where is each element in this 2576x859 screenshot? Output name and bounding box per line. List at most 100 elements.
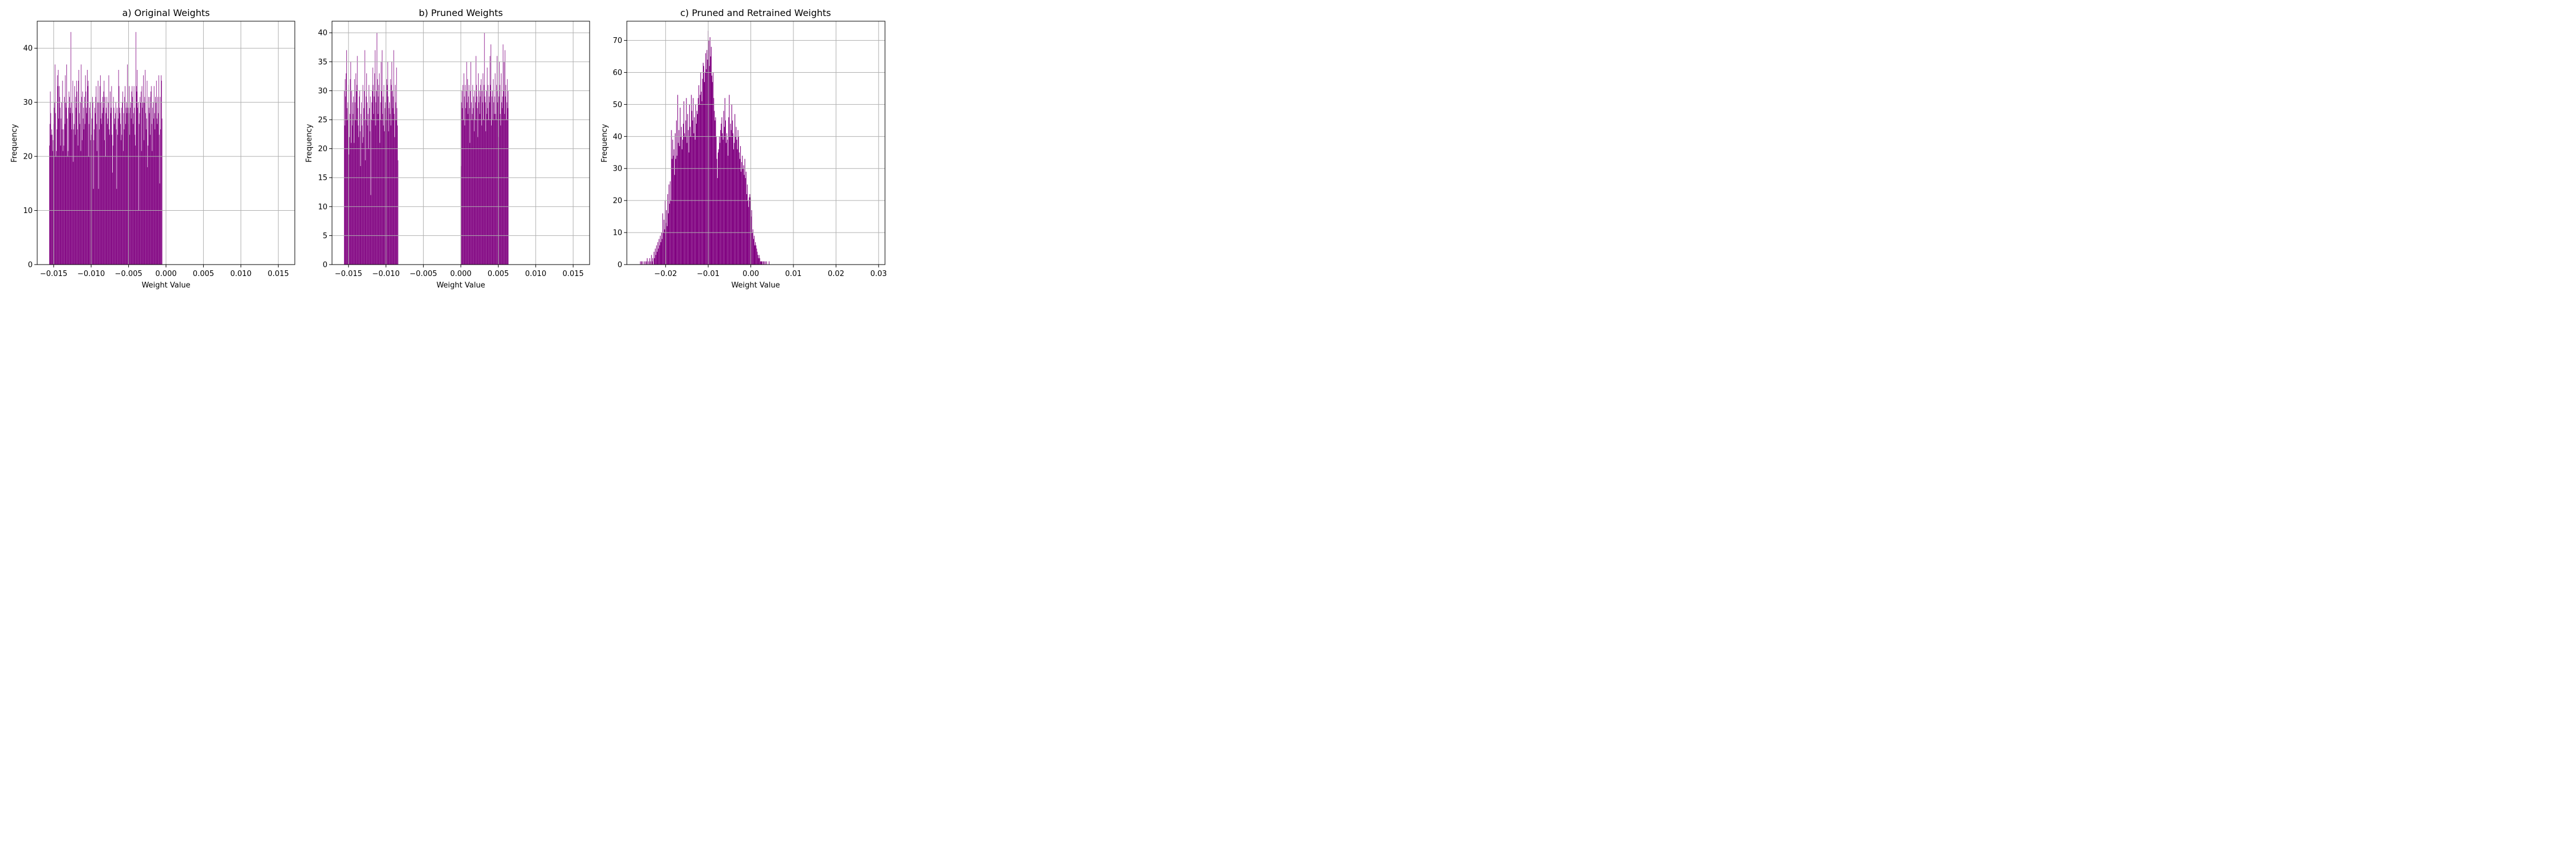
histogram-bar <box>65 75 66 265</box>
histogram-bar <box>378 96 379 265</box>
histogram-bar <box>379 73 380 265</box>
histogram-bar <box>497 102 498 265</box>
histogram-bar <box>737 149 738 265</box>
histogram-bar <box>480 85 481 265</box>
histogram-bar <box>483 120 484 265</box>
histogram-bar <box>362 85 364 265</box>
y-tick-label: 10 <box>23 207 33 215</box>
histogram-bar <box>651 261 653 265</box>
histogram-bar <box>752 233 753 265</box>
histogram-bar <box>69 97 70 265</box>
histogram-bar <box>664 229 665 265</box>
histogram-bar <box>746 194 747 265</box>
histogram-bar <box>760 261 761 265</box>
histogram-bar <box>366 102 368 265</box>
histogram-bar <box>152 151 153 265</box>
histogram-bar <box>347 120 348 265</box>
histogram-bar <box>137 108 139 265</box>
histogram-bar <box>667 194 668 265</box>
histogram-bar <box>117 135 118 265</box>
histogram-bar <box>679 107 681 265</box>
histogram-bar <box>702 62 704 265</box>
histogram-bar <box>718 149 720 265</box>
histogram-bar <box>657 242 658 265</box>
histogram-bar <box>654 258 655 265</box>
histogram-bar <box>733 149 734 265</box>
histogram-bar <box>350 79 351 265</box>
histogram-bar <box>676 120 677 265</box>
histogram-bar <box>746 184 748 265</box>
histogram-bar <box>461 102 462 265</box>
y-tick-label: 0 <box>28 261 33 270</box>
histogram-bar <box>641 261 642 265</box>
histogram-bar <box>161 119 163 265</box>
histogram-bar <box>134 108 135 265</box>
histogram-bar <box>107 124 108 265</box>
x-tick-label: −0.010 <box>372 270 400 278</box>
x-tick-label: 0.015 <box>563 270 584 278</box>
histogram-bar <box>361 102 362 265</box>
histogram-bar <box>385 102 386 265</box>
histogram-bar <box>57 75 58 265</box>
histogram-bar <box>51 135 52 265</box>
histogram-bar <box>122 102 123 265</box>
histogram-bar <box>472 85 473 265</box>
histogram-bar <box>70 31 72 265</box>
histogram-bar <box>81 97 82 265</box>
histogram-bar <box>160 129 161 265</box>
histogram-bar <box>368 113 369 265</box>
histogram-bar <box>147 80 148 265</box>
histogram-bar <box>373 85 374 265</box>
histogram-bar <box>499 61 500 265</box>
histogram-bar <box>82 91 83 265</box>
histogram-bar <box>119 108 120 265</box>
histogram-bar <box>666 210 667 265</box>
panel-c-bars <box>640 30 770 265</box>
histogram-bar <box>701 92 702 265</box>
histogram-bar <box>469 108 470 265</box>
histogram-bar <box>143 75 144 265</box>
histogram-bar <box>140 102 141 265</box>
histogram-bar <box>102 108 104 265</box>
histogram-bar <box>673 155 674 265</box>
histogram-bar <box>707 60 708 265</box>
histogram-bar <box>78 80 79 265</box>
histogram-bar <box>110 113 111 265</box>
histogram-bar <box>374 50 376 265</box>
histogram-bar <box>59 86 60 265</box>
histogram-bar <box>106 97 108 265</box>
histogram-bar <box>77 129 78 265</box>
histogram-bar <box>671 159 673 265</box>
histogram-bar <box>686 143 688 265</box>
histogram-bar <box>390 125 392 265</box>
histogram-bar <box>62 151 64 265</box>
histogram-bar <box>62 80 63 265</box>
x-tick-label: 0.005 <box>193 270 214 278</box>
histogram-bar <box>689 104 690 265</box>
panel-c-title: c) Pruned and Retrained Weights <box>680 7 831 18</box>
histogram-bar <box>717 178 718 265</box>
histogram-bar <box>116 188 117 265</box>
histogram-bar <box>725 120 726 265</box>
histogram-bar <box>125 108 127 265</box>
y-tick-label: 5 <box>323 232 327 241</box>
histogram-bar <box>734 114 736 265</box>
y-tick-label: 10 <box>318 203 327 211</box>
histogram-bar <box>73 129 74 265</box>
histogram-bar <box>109 135 110 265</box>
histogram-bar <box>387 85 388 265</box>
histogram-bar <box>736 139 737 265</box>
histogram-bar <box>709 66 710 265</box>
histogram-bar <box>355 73 357 265</box>
histogram-bar <box>58 119 60 265</box>
histogram-bar <box>73 161 74 265</box>
histogram-bar <box>100 75 101 265</box>
histogram-bar <box>675 159 677 265</box>
histogram-bar <box>127 64 128 265</box>
histogram-bar <box>124 129 125 265</box>
histogram-bar <box>113 97 114 265</box>
histogram-bar <box>475 102 476 265</box>
histogram-bar <box>721 117 722 265</box>
histogram-bar <box>467 79 468 265</box>
histogram-bar <box>141 151 142 265</box>
